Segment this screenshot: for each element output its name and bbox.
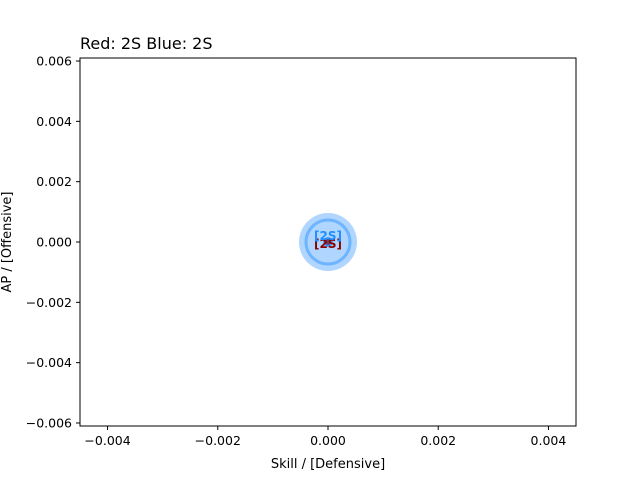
red-point [325,239,331,245]
x-tick-label: 0.004 [531,433,567,448]
y-axis: −0.006 −0.004 −0.002 0.000 0.002 0.004 0.006 [26,54,80,430]
x-tick-label: −0.002 [195,433,241,448]
y-tick-label: 0.002 [36,174,72,189]
blue-point-ring [304,218,352,266]
x-tick-label: −0.004 [84,433,130,448]
blue-point-label: [2S] [314,229,342,243]
y-tick-label: −0.002 [26,295,72,310]
x-tick-label: 0.000 [310,433,346,448]
y-tick-label: −0.006 [26,415,72,430]
y-tick-label: −0.004 [26,355,72,370]
x-axis: −0.004 −0.002 0.000 0.002 0.004 [84,426,566,448]
red-point-label: [2S] [314,237,342,251]
y-axis-label: AP / [Offensive] [0,191,15,292]
x-tick-label: 0.002 [420,433,456,448]
chart-title: Red: 2S Blue: 2S [80,34,213,53]
y-tick-label: 0.006 [36,54,72,69]
y-tick-label: 0.000 [36,235,72,250]
data-marks: [2S][2S] [299,213,357,271]
y-tick-label: 0.004 [36,114,72,129]
x-axis-label: Skill / [Defensive] [271,457,385,472]
